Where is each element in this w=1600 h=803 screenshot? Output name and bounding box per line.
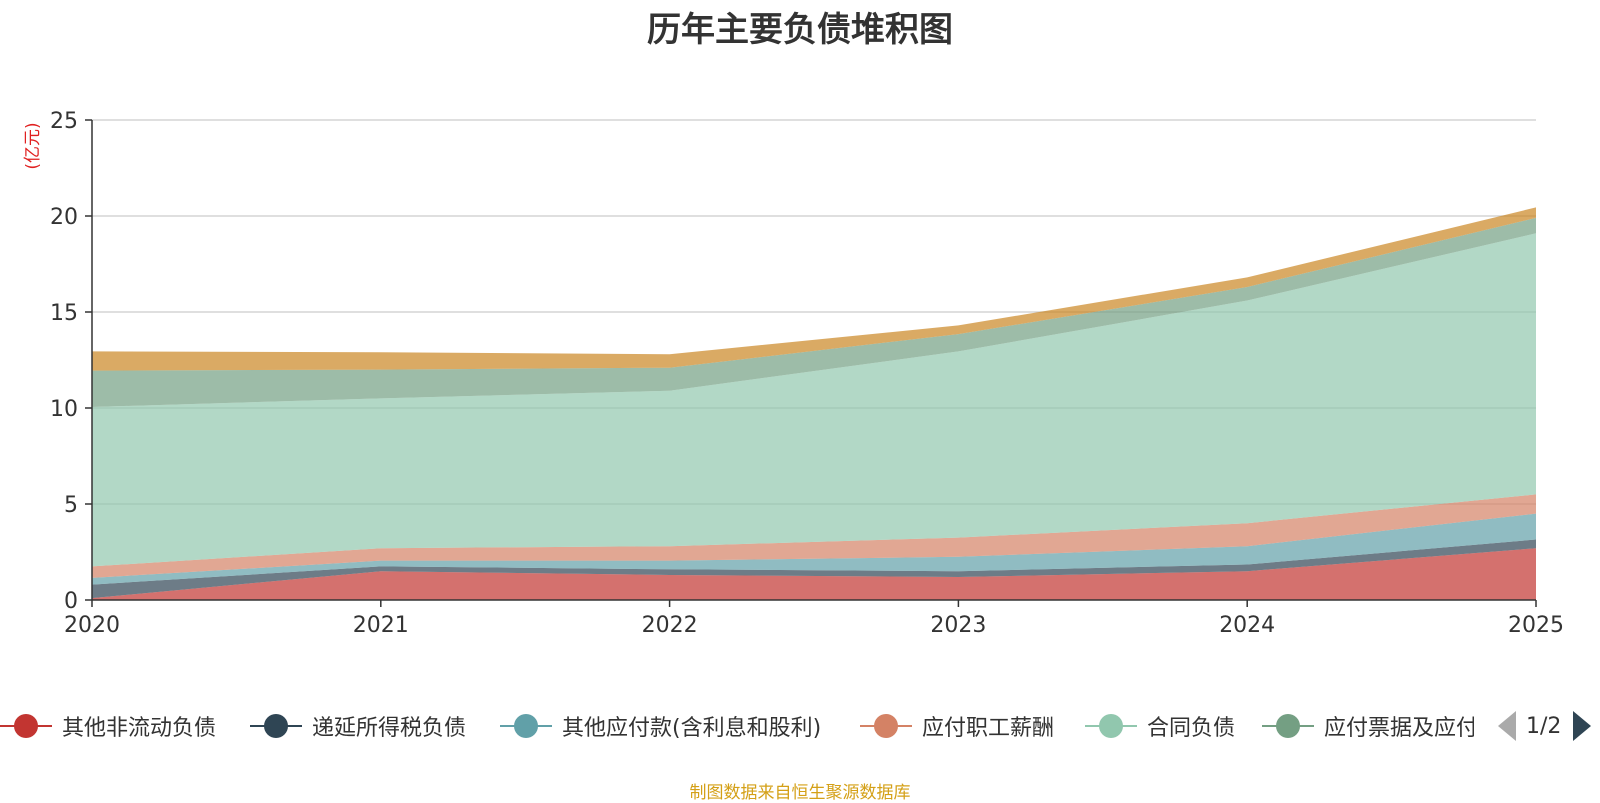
legend-label: 应付票据及应付账款	[1324, 716, 1474, 741]
area-series-应付职工薪酬	[92, 494, 1536, 578]
legend-item[interactable]: 应付职工薪酬	[860, 706, 1054, 746]
area-series-其他应付款(含利息和股利)	[92, 513, 1536, 585]
area-series-其他非流动负债	[92, 548, 1536, 600]
legend-item[interactable]: 递延所得税负债	[250, 706, 466, 746]
legend-item[interactable]: 其他非流动负债	[0, 706, 216, 746]
x-tick-label: 2023	[930, 613, 986, 638]
y-tick-label: 25	[50, 109, 78, 134]
x-tick-label: 2020	[64, 613, 120, 638]
legend-item[interactable]: 合同负债	[1085, 706, 1235, 746]
legend-label: 递延所得税负债	[312, 716, 467, 741]
legend-pager: 1/2	[1498, 706, 1592, 746]
legend-swatch-icon	[500, 711, 552, 741]
legend-next-page-icon[interactable]	[1573, 711, 1592, 741]
legend-swatch-icon	[0, 711, 52, 741]
y-tick-label: 0	[64, 589, 78, 614]
legend-label: 其他非流动负债	[62, 716, 217, 741]
x-tick-label: 2024	[1219, 613, 1275, 638]
area-series-递延所得税负债	[92, 539, 1536, 599]
y-tick-label: 20	[50, 205, 78, 230]
legend-item[interactable]: 应付票据及应付账款	[1262, 706, 1474, 746]
legend-swatch-icon	[1262, 711, 1314, 741]
legend-swatch-icon	[250, 711, 302, 741]
legend-swatch-icon	[860, 711, 912, 741]
y-tick-label: 15	[50, 301, 78, 326]
area-series-其他	[92, 207, 1536, 371]
legend-page-indicator: 1/2	[1526, 713, 1562, 739]
area-series-应付票据及应付账款	[92, 217, 1536, 407]
x-tick-label: 2022	[642, 613, 698, 638]
legend: 其他非流动负债 递延所得税负债 其他应付款(含利息和股利) 应付职工薪酬 合同负债 应付票…	[0, 706, 1600, 756]
legend-swatch-icon	[1085, 711, 1137, 741]
data-source-note: 制图数据来自恒生聚源数据库	[689, 783, 911, 803]
legend-label: 合同负债	[1147, 716, 1236, 741]
area-series	[92, 207, 1536, 600]
x-tick-label: 2025	[1508, 613, 1564, 638]
chart-title: 历年主要负债堆积图	[647, 10, 953, 50]
x-tick-label: 2021	[353, 613, 409, 638]
area-series-合同负债	[92, 233, 1536, 567]
legend-label: 应付职工薪酬	[922, 716, 1055, 741]
legend-prev-page-icon[interactable]	[1498, 711, 1516, 741]
y-tick-label: 10	[50, 397, 78, 422]
legend-item[interactable]: 其他应付款(含利息和股利)	[500, 706, 821, 746]
y-tick-label: 5	[64, 493, 78, 518]
legend-label: 其他应付款(含利息和股利)	[562, 716, 822, 741]
y-axis-label: (亿元)	[23, 122, 43, 169]
